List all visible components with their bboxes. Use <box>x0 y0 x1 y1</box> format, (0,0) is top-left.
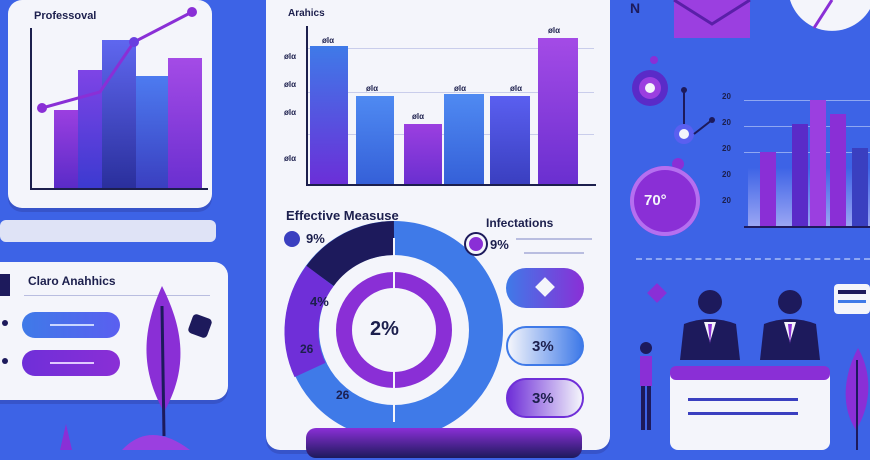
card-title: Claro Anahhics <box>28 274 116 288</box>
trend-line <box>37 7 197 113</box>
bar-group <box>54 40 204 188</box>
professional-chart-card: Professoval <box>8 0 212 208</box>
envelope-icon <box>673 0 751 38</box>
gridline <box>308 92 594 93</box>
toggle-switch[interactable] <box>506 268 584 308</box>
badge-value: 70° <box>644 192 667 209</box>
chart-bar <box>810 100 826 226</box>
chart-bar <box>136 76 170 188</box>
toggle-pill-blue[interactable] <box>22 312 120 338</box>
chart-bar <box>444 94 484 184</box>
chart-bar <box>760 152 776 226</box>
donut-segment-label: 26 <box>300 342 314 356</box>
section-title: Effective Measuse <box>286 208 399 223</box>
donut-chart <box>284 221 503 439</box>
chart-bar <box>356 96 394 184</box>
header-letter: N <box>630 0 641 16</box>
bar-value-label: ølα <box>366 84 379 93</box>
legend-dot <box>284 231 300 247</box>
right-bar-chart <box>748 96 870 226</box>
divider <box>24 295 210 296</box>
chart-bar <box>168 58 202 188</box>
legend-label: 9% <box>306 231 325 246</box>
chart-bar <box>538 38 578 184</box>
bar-value-label: ølα <box>322 36 335 45</box>
stat-value: 3% <box>532 390 554 407</box>
target-icon <box>632 70 668 106</box>
y-tick-label: ølα <box>284 80 297 89</box>
donut-segment-label: 26 <box>336 388 350 402</box>
donut-center-value: 2% <box>370 318 399 340</box>
chart-bar <box>404 124 442 184</box>
bullet <box>2 320 8 326</box>
stat-value: 3% <box>532 338 554 355</box>
bar-value-label: ølα <box>510 84 523 93</box>
chart-title: Arahics <box>288 8 325 19</box>
y-tick-label: 20 <box>722 118 731 127</box>
leaf-plant-icon <box>146 286 181 437</box>
bar-chart <box>310 38 590 184</box>
dashed-divider <box>636 258 870 260</box>
mini-window <box>834 284 870 314</box>
stat-pill[interactable]: 3% <box>506 326 584 366</box>
y-tick-label: ølα <box>284 52 297 61</box>
divider <box>524 252 584 254</box>
section-title: Infectations <box>486 216 554 230</box>
bullet <box>2 358 8 364</box>
stat-pill[interactable]: 3% <box>506 378 584 418</box>
network-diagram <box>650 56 715 170</box>
footer-bar <box>306 428 582 458</box>
gridline <box>308 48 594 49</box>
y-tick-label: 20 <box>722 144 731 153</box>
divider <box>516 238 592 240</box>
y-tick-label: ølα <box>284 108 297 117</box>
y-tick-label: 20 <box>722 170 731 179</box>
chart-bar <box>490 96 530 184</box>
card-shelf <box>0 220 216 242</box>
chart-y-axis <box>306 26 308 186</box>
toggle-pill-purple[interactable] <box>22 350 120 376</box>
card-title: Professoval <box>34 10 97 22</box>
chart-bar <box>54 110 82 188</box>
chart-bar <box>792 124 808 226</box>
bottom-left-decor <box>60 424 190 450</box>
donut-segment-label: 4% <box>310 294 329 309</box>
bar-value-label: ølα <box>412 112 425 121</box>
bar-value-label: ølα <box>454 84 467 93</box>
y-tick-label: ølα <box>284 154 297 163</box>
diamond-icon <box>535 277 555 297</box>
business-people-illustration <box>640 290 869 450</box>
chart-x-axis <box>744 226 870 228</box>
card-tab <box>0 274 10 296</box>
y-tick-label: 20 <box>722 196 731 205</box>
y-tick-label: 20 <box>722 92 731 101</box>
legend-dot <box>466 234 486 254</box>
chart-x-axis <box>306 184 596 186</box>
chart-bar <box>830 114 846 226</box>
chart-bar <box>852 148 868 226</box>
legend-label: 9% <box>490 237 509 252</box>
chart-bar <box>310 46 348 184</box>
chart-y-axis <box>30 28 32 190</box>
badge-circle: 70° <box>630 166 700 236</box>
pie-chart-icon <box>790 0 870 31</box>
chart-x-axis <box>30 188 208 190</box>
analytics-card: Claro Anahhics <box>0 262 228 400</box>
bar-value-label: ølα <box>548 26 561 35</box>
